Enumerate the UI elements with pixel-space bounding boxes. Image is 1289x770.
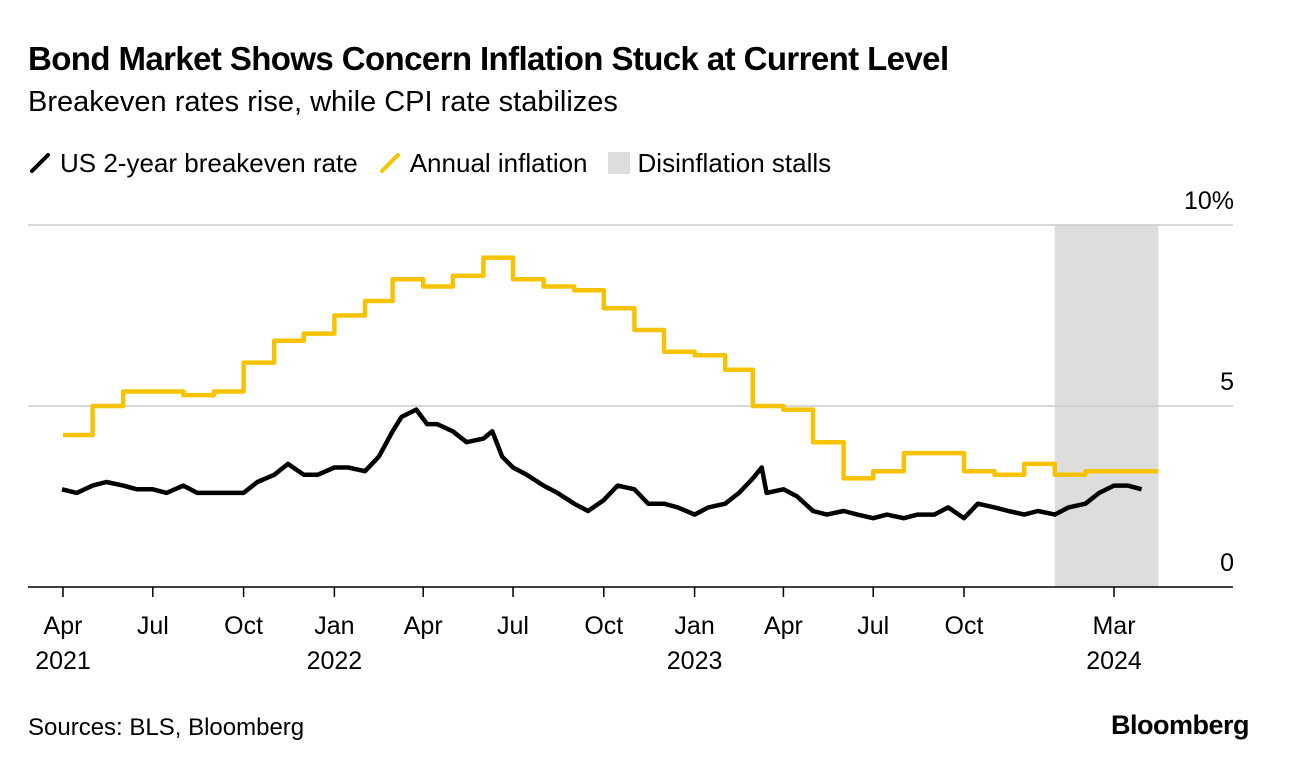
- series-line-us-2-year-breakeven-rate: [61, 407, 1143, 521]
- source-note: Sources: BLS, Bloomberg: [28, 714, 305, 741]
- legend-swatch-breakeven: [30, 153, 50, 173]
- x-tick-label: Oct: [584, 612, 623, 640]
- legend-label-disinflation: Disinflation stalls: [637, 147, 832, 178]
- x-tick-label: Jul: [137, 612, 169, 640]
- legend-item-disinflation: Disinflation stalls: [607, 147, 832, 179]
- x-tick-year-label: 2023: [667, 647, 723, 675]
- x-tick-label: Mar: [1092, 612, 1135, 640]
- chart-plot: 0 5 10% Apr 2021 Jul Oct Jan 2022 Apr Jul Oct Jan 202…: [28, 187, 1234, 675]
- x-tick-label: Apr: [764, 612, 803, 640]
- x-tick-year-label: 2024: [1086, 647, 1142, 675]
- chart-title: Bond Market Shows Concern Inflation Stuc…: [28, 40, 949, 77]
- legend-label-breakeven: US 2-year breakeven rate: [60, 147, 358, 178]
- x-tick-label: Oct: [224, 612, 263, 640]
- x-tick-label: Apr: [44, 612, 83, 640]
- legend-swatch-inflation: [379, 153, 400, 173]
- legend-label-inflation: Annual inflation: [409, 147, 588, 178]
- x-tick-year-label: 2022: [307, 647, 363, 675]
- x-tick-label: Oct: [945, 612, 984, 640]
- bloomberg-logo: Bloomberg: [1110, 710, 1250, 740]
- legend-item-breakeven: US 2-year breakeven rate: [28, 148, 358, 179]
- y-tick-label: 5: [1220, 368, 1234, 396]
- legend-swatch-disinflation: [607, 152, 630, 174]
- x-tick-label: Jan: [314, 612, 354, 640]
- x-tick-label: Jul: [497, 612, 529, 640]
- y-tick-label: 0: [1220, 549, 1234, 577]
- legend: US 2-year breakeven rate Annual inflatio…: [28, 146, 851, 180]
- x-tick-label: Jul: [857, 612, 889, 640]
- y-tick-label: 10%: [1184, 187, 1234, 215]
- chart-subtitle: Breakeven rates rise, while CPI rate sta…: [28, 86, 618, 118]
- legend-item-inflation: Annual inflation: [378, 148, 588, 179]
- x-tick-label: Jan: [674, 612, 714, 640]
- x-tick-year-label: 2021: [35, 647, 91, 675]
- series-line-annual-inflation: [63, 255, 1159, 481]
- x-tick-label: Apr: [404, 612, 443, 640]
